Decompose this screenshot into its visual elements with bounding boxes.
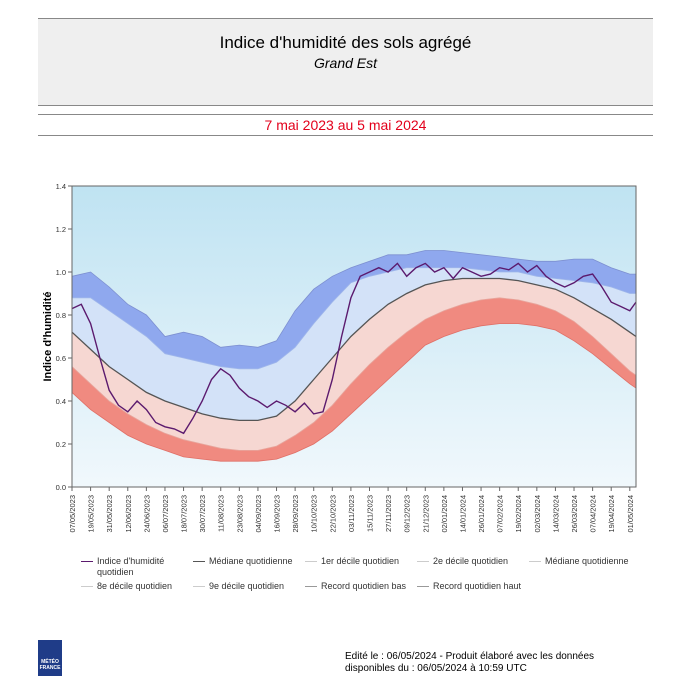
band-d9-to-median: [72, 267, 636, 421]
legend-label: Médiane quotidienne: [545, 556, 629, 566]
legend-swatch: [305, 561, 317, 562]
legend-swatch: [305, 586, 317, 587]
y-tick-label: 0.6: [56, 354, 66, 363]
x-tick-label: 26/03/2024: [570, 495, 579, 533]
x-tick-label: 07/05/2023: [68, 495, 77, 533]
y-axis-label: Indice d'humidité: [42, 291, 54, 381]
x-tick-label: 07/04/2024: [589, 495, 598, 533]
x-tick-label: 11/08/2023: [217, 495, 226, 532]
footer-line-1: Edité le : 06/05/2024 - Produit élaboré …: [345, 651, 595, 662]
y-tick-label: 1.2: [56, 225, 66, 234]
series-index-line: [71, 262, 637, 435]
x-tick-label: 02/03/2024: [533, 495, 542, 533]
series-record-high-line: [71, 250, 636, 348]
header-panel: Indice d'humidité des sols agrégé Grand …: [38, 18, 653, 106]
x-tick-label: 19/04/2024: [607, 495, 616, 533]
legend-label: Record quotidien haut: [433, 581, 522, 591]
x-tick-label: 26/01/2024: [477, 495, 486, 533]
x-tick-label: 22/10/2023: [328, 495, 337, 533]
y-tick-label: 0.0: [56, 483, 66, 492]
y-tick-label: 1.0: [56, 268, 66, 277]
series-d1-line: [71, 297, 637, 451]
x-tick-label: 14/03/2024: [551, 495, 560, 533]
x-tick-label: 02/01/2024: [440, 495, 449, 533]
x-tick-label: 09/12/2023: [403, 495, 412, 533]
series-d9-line: [72, 267, 636, 370]
y-tick-label: 0.4: [56, 397, 66, 406]
x-tick-label: 10/10/2023: [310, 495, 319, 533]
band-median-to-d1: [72, 278, 636, 451]
x-tick-label: 27/11/2023: [384, 495, 393, 532]
x-tick-label: 15/11/2023: [365, 495, 374, 532]
legend-label: 9e décile quotidien: [209, 581, 285, 591]
legend-item: Médiane quotidienne: [193, 556, 309, 567]
x-tick-label: 16/09/2023: [273, 495, 282, 533]
y-tick-label: 0.8: [56, 311, 66, 320]
legend-label: Médiane quotidienne: [209, 556, 293, 566]
logo-line-2: FRANCE: [39, 665, 61, 671]
x-tick-label: 31/05/2023: [105, 495, 114, 533]
series-record-low-line: [71, 323, 637, 462]
legend-label: 8e décile quotidien: [97, 581, 173, 591]
legend-swatch: [529, 561, 541, 562]
x-tick-label: 14/01/2024: [458, 495, 467, 533]
x-tick-label: 23/08/2023: [235, 495, 244, 533]
legend-item: Médiane quotidienne: [529, 556, 645, 567]
legend-item: 8e décile quotidien: [81, 581, 197, 592]
legend-label: Indice d'humidité quotidien: [97, 556, 165, 577]
x-tick-label: 01/05/2024: [626, 495, 635, 533]
x-tick-label: 28/09/2023: [291, 495, 300, 533]
legend-item: Record quotidien bas: [305, 581, 421, 592]
x-tick-label: 19/05/2023: [87, 495, 96, 533]
logo-text: MÉTÉO FRANCE: [38, 659, 62, 671]
legend-swatch: [417, 561, 429, 562]
x-tick-label: 19/02/2024: [514, 495, 523, 533]
legend-label: 2e décile quotidien: [433, 556, 509, 566]
legend-label: Record quotidien bas: [321, 581, 407, 591]
legend-item: 9e décile quotidien: [193, 581, 309, 592]
x-tick-label: 06/07/2023: [161, 495, 170, 533]
legend-swatch: [417, 586, 429, 587]
logo-line-1: MÉTÉO: [41, 659, 59, 665]
legend-swatch: [81, 586, 93, 587]
legend-item: 1er décile quotidien: [305, 556, 421, 567]
x-tick-label: 04/09/2023: [254, 495, 263, 533]
y-tick-label: 1.4: [56, 182, 66, 191]
footer-note: Edité le : 06/05/2024 - Produit élaboré …: [345, 651, 645, 675]
x-tick-label: 24/06/2023: [142, 495, 151, 533]
legend-swatch: [193, 561, 205, 562]
chart-subtitle: Grand Est: [313, 55, 378, 71]
x-tick-label: 30/07/2023: [198, 495, 207, 533]
legend-item: Record quotidien haut: [417, 581, 533, 592]
x-tick-label: 21/12/2023: [421, 495, 430, 533]
legend-item: Indice d'humidité quotidien: [81, 556, 197, 578]
legend-label: 1er décile quotidien: [321, 556, 400, 566]
band-record-high-to-d9: [72, 250, 636, 369]
x-tick-label: 07/02/2024: [496, 495, 505, 533]
series-median-line: [71, 277, 637, 422]
period-label: 7 mai 2023 au 5 mai 2024: [264, 117, 427, 133]
x-tick-label: 03/11/2023: [347, 495, 356, 532]
footer-line-2: disponibles du : 06/05/2024 à 10:59 UTC: [345, 663, 527, 674]
legend-item: 2e décile quotidien: [417, 556, 533, 567]
chart-title: Indice d'humidité des sols agrégé: [219, 33, 472, 52]
x-tick-label: 12/06/2023: [124, 495, 133, 533]
y-tick-label: 0.2: [56, 440, 66, 449]
x-tick-label: 18/07/2023: [180, 495, 189, 533]
legend-swatch: [193, 586, 205, 587]
period-panel: 7 mai 2023 au 5 mai 2024: [38, 114, 653, 136]
legend-swatch: [81, 561, 93, 562]
meteo-france-logo: [38, 640, 62, 676]
plot-frame: [71, 185, 637, 488]
